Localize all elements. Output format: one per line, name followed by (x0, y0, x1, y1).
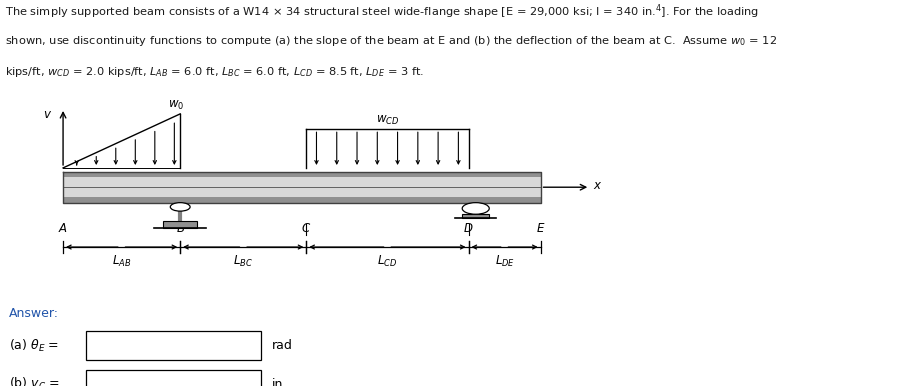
Text: $w_0$: $w_0$ (168, 99, 184, 112)
Bar (86, 370, 261, 386)
Bar (63, 197, 541, 203)
Text: (a) $\theta_E$ =: (a) $\theta_E$ = (9, 337, 59, 354)
Text: in.: in. (272, 378, 287, 386)
Text: The simply supported beam consists of a W14 $\times$ 34 structural steel wide-fl: The simply supported beam consists of a … (5, 2, 759, 20)
Bar (86, 331, 261, 360)
Text: $L_{BC}$: $L_{BC}$ (233, 254, 253, 269)
Text: $v$: $v$ (43, 108, 52, 121)
Text: kips/ft, $w_{CD}$ = 2.0 kips/ft, $L_{AB}$ = 6.0 ft, $L_{BC}$ = 6.0 ft, $L_{CD}$ : kips/ft, $w_{CD}$ = 2.0 kips/ft, $L_{AB}… (5, 65, 423, 79)
Text: $L_{CD}$: $L_{CD}$ (378, 254, 397, 269)
Text: Answer:: Answer: (9, 307, 59, 320)
Text: $w_{CD}$: $w_{CD}$ (376, 114, 399, 127)
Text: $D$: $D$ (463, 222, 474, 235)
Bar (63, 172, 541, 177)
Bar (163, 221, 197, 228)
Text: $L_{AB}$: $L_{AB}$ (112, 254, 132, 269)
Circle shape (170, 203, 190, 211)
Bar (63, 177, 541, 197)
Text: (b) $v_C$ =: (b) $v_C$ = (9, 376, 59, 386)
Text: $C$: $C$ (301, 222, 312, 235)
Text: $L_{DE}$: $L_{DE}$ (495, 254, 514, 269)
Text: $B$: $B$ (176, 222, 185, 235)
Text: $E$: $E$ (536, 222, 545, 235)
Text: shown, use discontinuity functions to compute (a) the slope of the beam at E and: shown, use discontinuity functions to co… (5, 34, 777, 47)
Text: $A$: $A$ (59, 222, 68, 235)
Circle shape (462, 203, 489, 214)
Bar (462, 214, 489, 218)
Text: rad: rad (272, 339, 293, 352)
Text: $x$: $x$ (593, 179, 602, 192)
